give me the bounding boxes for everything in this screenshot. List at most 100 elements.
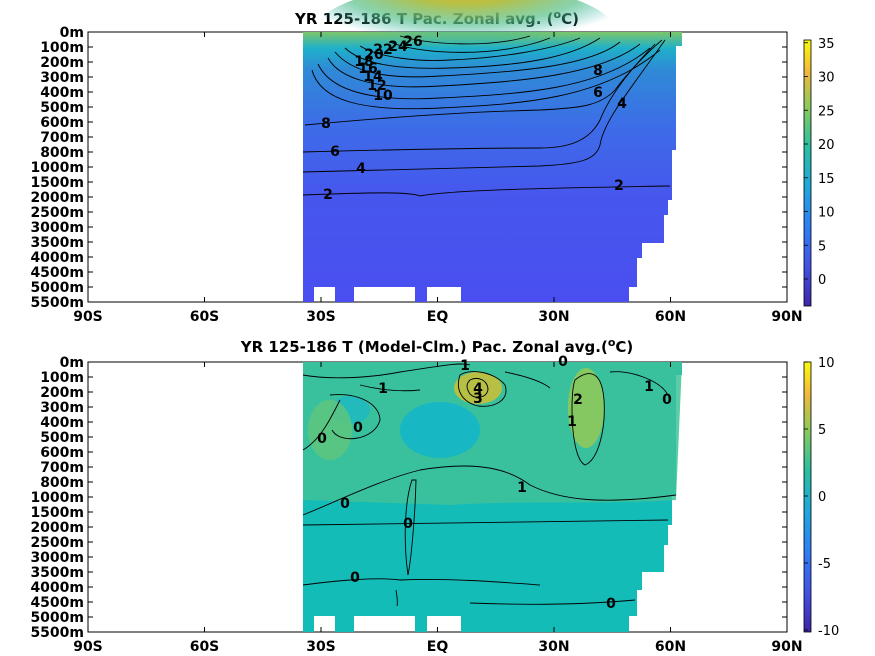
contour-label: 0 <box>606 596 616 612</box>
y-tick-label: 0m <box>60 25 84 41</box>
x-tick-label: 60S <box>190 639 220 655</box>
y-tick-label: 400m <box>40 85 84 101</box>
x-tick-label: 30S <box>306 309 336 325</box>
contour-label: 2 <box>614 178 624 194</box>
contour-label: 20 <box>364 47 384 63</box>
colorbar-tick-label: 5 <box>818 423 826 438</box>
y-tick-label: 0m <box>60 355 84 371</box>
x-tick-label: 90N <box>771 639 802 655</box>
y-tick-label: 2500m <box>30 535 84 551</box>
y-tick-label: 4500m <box>30 595 84 611</box>
colorbar-tick-label: 0 <box>818 273 826 288</box>
y-tick-label: 1000m <box>30 490 84 506</box>
x-tick-label: 60S <box>190 309 220 325</box>
y-tick-label: 4000m <box>30 580 84 596</box>
contour-label: 1 <box>567 414 577 430</box>
contour-label: 4 <box>617 96 627 112</box>
contour-label: 1 <box>517 480 527 496</box>
contour-label: 0 <box>340 496 350 512</box>
y-tick-label: 2500m <box>30 205 84 221</box>
contour-label: 18 <box>354 54 373 70</box>
y-tick-label: 500m <box>40 430 84 446</box>
y-tick-label: 4000m <box>30 250 84 266</box>
colorbar-tick-label: -10 <box>818 624 839 639</box>
y-tick-label: 1500m <box>30 175 84 191</box>
y-tick-label: 600m <box>40 445 84 461</box>
y-tick-label: 5000m <box>30 280 84 296</box>
colorbar-tick-label: 25 <box>818 104 835 119</box>
colorbar-tick-label: -5 <box>818 557 831 572</box>
contour-label: 1 <box>378 381 388 397</box>
anomaly-warm <box>568 368 604 448</box>
x-tick-label: 30S <box>306 639 336 655</box>
x-tick-label: EQ <box>427 639 449 655</box>
contour-label: 6 <box>593 85 603 101</box>
colorbar-tick-label: 15 <box>818 172 835 187</box>
y-tick-label: 400m <box>40 415 84 431</box>
contour-label: 2 <box>573 392 583 408</box>
contour-label: 14 <box>363 69 383 85</box>
contour-label: 12 <box>367 78 386 94</box>
y-tick-label: 300m <box>40 70 84 86</box>
y-axis: 0m100m200m300m400m500m600m700m800m1000m1… <box>30 25 787 311</box>
contour-label: 0 <box>350 570 360 586</box>
y-tick-label: 5500m <box>30 295 84 311</box>
contour-lines <box>302 363 677 607</box>
y-tick-label: 300m <box>40 400 84 416</box>
contour-label: 8 <box>593 63 603 79</box>
contour-label: 4 <box>356 161 366 177</box>
contour-label: 22 <box>373 42 392 58</box>
y-tick-label: 200m <box>40 385 84 401</box>
contour-label: 10 <box>373 88 393 104</box>
y-tick-label: 5500m <box>30 625 84 641</box>
y-tick-label: 5000m <box>30 610 84 626</box>
y-tick-label: 700m <box>40 460 84 476</box>
x-tick-label: 90N <box>771 309 802 325</box>
contour-label: 0 <box>353 420 363 436</box>
y-tick-label: 3000m <box>30 220 84 236</box>
temperature-panel: YR 125-186 T Pac. Zonal avg. (oC) 262422… <box>30 0 835 325</box>
colorbar-tick-label: 0 <box>818 490 826 505</box>
colorbar: 10 5 0 -5 -10 <box>803 356 839 639</box>
y-tick-label: 100m <box>40 40 84 56</box>
x-axis: 90S 60S 30S EQ 30N 60N 90N <box>73 362 803 655</box>
y-tick-label: 600m <box>40 115 84 131</box>
contour-label: 8 <box>321 116 331 132</box>
y-tick-label: 4500m <box>30 265 84 281</box>
contour-label: 1 <box>644 379 654 395</box>
x-tick-label: 30N <box>538 309 569 325</box>
y-axis: 0m100m200m300m400m500m600m700m800m1000m1… <box>30 355 787 641</box>
contour-label: 6 <box>330 144 340 160</box>
title-text: YR 125-186 T (Model-Clm.) Pac. Zonal avg… <box>240 338 608 356</box>
title-superscript: o <box>608 336 616 349</box>
x-tick-label: EQ <box>427 309 449 325</box>
colorbar-tick-label: 20 <box>818 138 835 153</box>
x-axis: 90S 60S 30S EQ 30N 60N 90N <box>73 32 803 325</box>
title-tail: C) <box>615 338 633 356</box>
x-tick-label: 90S <box>73 639 103 655</box>
contour-label: 0 <box>317 431 327 447</box>
contour-label: 2 <box>323 187 333 203</box>
x-tick-label: 30N <box>538 639 569 655</box>
colorbar-tick-label: 5 <box>818 239 826 254</box>
colorbar-tick-label: 30 <box>818 71 835 86</box>
y-tick-label: 800m <box>40 475 84 491</box>
chart-title: YR 125-186 T (Model-Clm.) Pac. Zonal avg… <box>240 336 634 356</box>
contour-label: 0 <box>558 354 568 370</box>
y-tick-label: 1000m <box>30 160 84 176</box>
anomaly-panel: YR 125-186 T (Model-Clm.) Pac. Zonal avg… <box>30 336 839 655</box>
anomaly-warm <box>454 372 502 404</box>
y-tick-label: 800m <box>40 145 84 161</box>
y-tick-label: 3000m <box>30 550 84 566</box>
y-tick-label: 2000m <box>30 190 84 206</box>
x-tick-label: 90S <box>73 309 103 325</box>
y-tick-label: 1500m <box>30 505 84 521</box>
colorbar-tick-label: 35 <box>818 37 835 52</box>
anomaly-warm <box>308 400 352 460</box>
x-tick-label: 60N <box>655 639 686 655</box>
y-tick-label: 500m <box>40 100 84 116</box>
x-tick-label: 60N <box>655 309 686 325</box>
contour-label: 1 <box>460 358 470 374</box>
contour-lines <box>302 35 671 197</box>
